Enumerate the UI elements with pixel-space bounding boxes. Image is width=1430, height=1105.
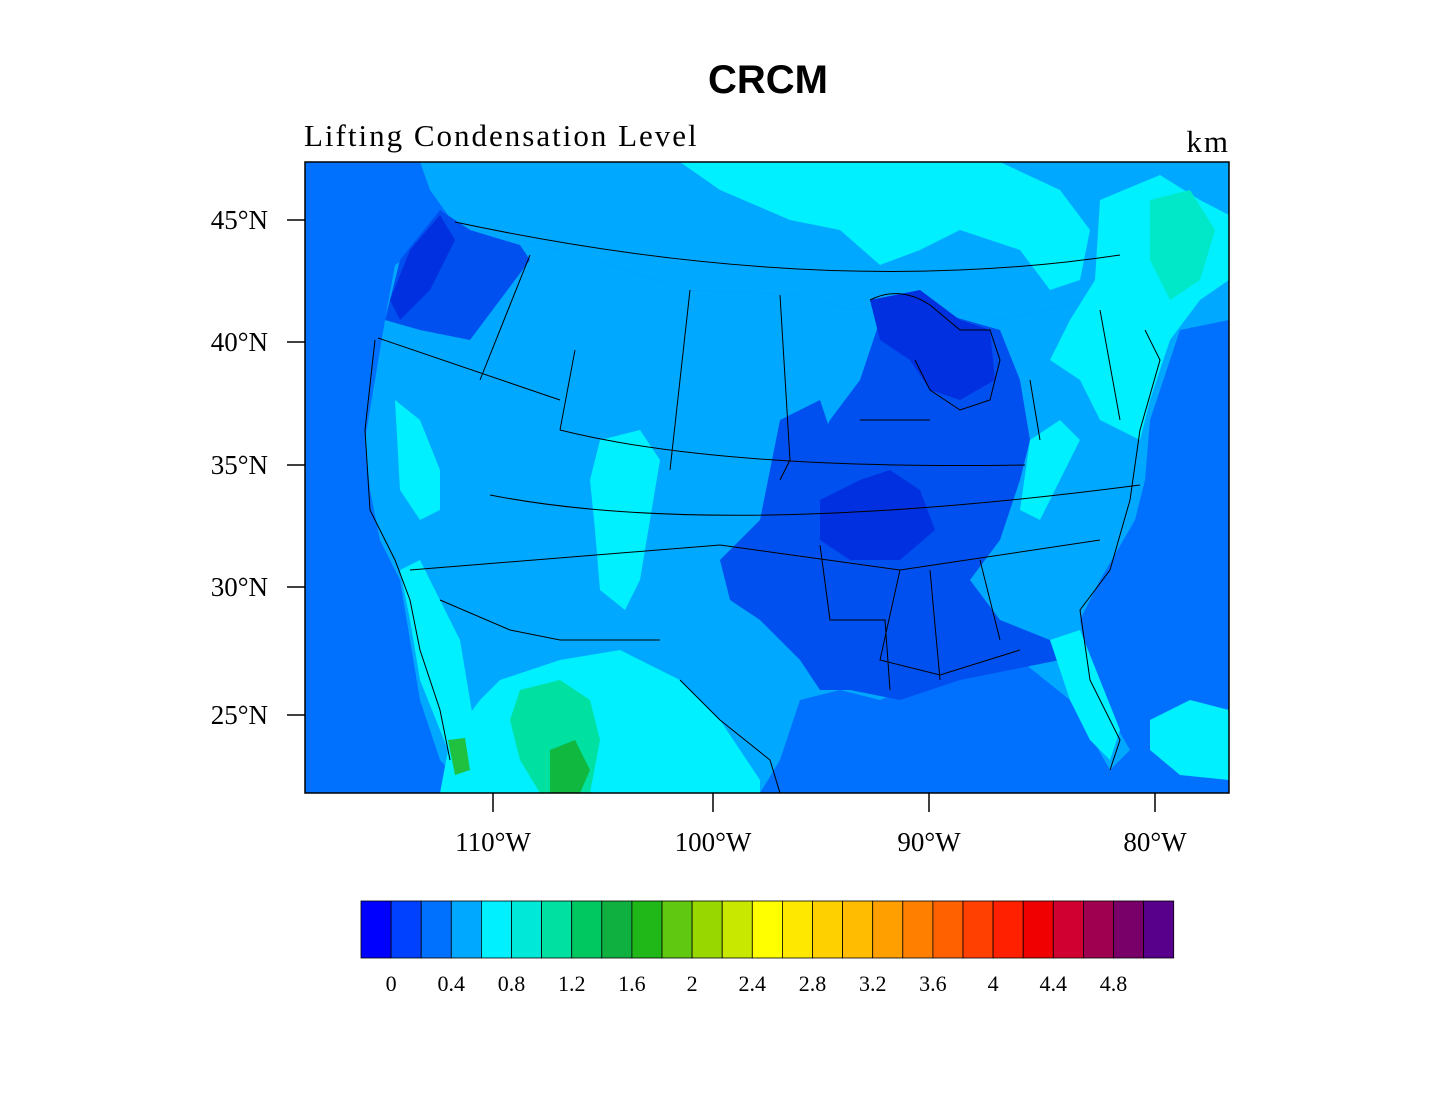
colorbar-box bbox=[812, 900, 844, 959]
colorbar-box bbox=[782, 900, 813, 959]
boundary-lines bbox=[364, 221, 1161, 793]
colorbar-box bbox=[842, 900, 874, 959]
high-region-rockies bbox=[590, 430, 660, 610]
colorbar bbox=[360, 900, 1175, 959]
colorbar-label: 4.4 bbox=[1040, 971, 1068, 996]
units-label: km bbox=[1186, 124, 1230, 159]
colorbar-label: 4.8 bbox=[1100, 971, 1128, 996]
high-region-caribbean bbox=[1150, 700, 1229, 780]
lon-label-110: 110°W bbox=[455, 827, 531, 857]
peak-region-mexico bbox=[550, 740, 590, 793]
colorbar-box bbox=[992, 900, 1024, 959]
high-region-california bbox=[395, 400, 440, 520]
colorbar-box bbox=[902, 900, 934, 959]
lat-label-45: 45°N bbox=[211, 205, 268, 235]
colorbar-box bbox=[691, 900, 723, 959]
colorbar-box bbox=[1022, 900, 1054, 959]
colorbar-box bbox=[751, 900, 783, 959]
colorbar-label: 0.4 bbox=[438, 971, 466, 996]
colorbar-box bbox=[661, 900, 693, 959]
lat-label-30: 30°N bbox=[211, 572, 268, 602]
colorbar-label: 4 bbox=[988, 971, 999, 996]
colorbar-label: 0.8 bbox=[498, 971, 526, 996]
colorbar-label: 2.4 bbox=[739, 971, 767, 996]
higher-region-new-england bbox=[1150, 190, 1215, 300]
colorbar-box bbox=[721, 900, 753, 959]
colorbar-label: 2.8 bbox=[799, 971, 827, 996]
colorbar-box bbox=[932, 900, 964, 959]
colorbar-box bbox=[1113, 900, 1145, 959]
colorbar-box bbox=[1052, 900, 1084, 959]
colorbar-label: 1.6 bbox=[618, 971, 646, 996]
high-region-appalachian bbox=[1020, 420, 1080, 520]
colorbar-box bbox=[390, 900, 422, 959]
colorbar-labels: 0 0.4 0.8 1.2 1.6 2 2.4 2.8 3.2 3.6 4 4.4 4.8 bbox=[386, 971, 1128, 996]
lat-label-40: 40°N bbox=[211, 327, 268, 357]
colorbar-label: 1.2 bbox=[558, 971, 586, 996]
colorbar-box bbox=[962, 900, 994, 959]
lon-label-90: 90°W bbox=[897, 827, 961, 857]
lon-label-80: 80°W bbox=[1123, 827, 1187, 857]
colorbar-box bbox=[631, 900, 663, 959]
lon-label-100: 100°W bbox=[675, 827, 752, 857]
colorbar-box bbox=[420, 900, 452, 959]
lat-label-25: 25°N bbox=[211, 700, 268, 730]
colorbar-label: 2 bbox=[687, 971, 698, 996]
lowest-region-ozarks bbox=[820, 470, 935, 560]
map-frame bbox=[304, 161, 1230, 794]
lowest-region-oregon-coast bbox=[390, 215, 455, 320]
colorbar-box bbox=[360, 900, 392, 959]
colorbar-box bbox=[571, 900, 603, 959]
colorbar-box bbox=[1143, 900, 1175, 959]
longitude-ticks bbox=[492, 793, 1156, 812]
colorbar-box bbox=[1083, 900, 1114, 959]
colorbar-box bbox=[541, 900, 573, 959]
peak-region-baja bbox=[448, 738, 470, 775]
colorbar-box bbox=[872, 900, 904, 959]
colorbar-box bbox=[450, 900, 482, 959]
high-region-baja bbox=[400, 560, 480, 780]
colorbar-box bbox=[511, 900, 543, 959]
high-region-northern-plains bbox=[680, 162, 1090, 290]
latitude-ticks bbox=[287, 219, 305, 716]
colorbar-label: 3.6 bbox=[919, 971, 947, 996]
high-region-florida bbox=[1050, 630, 1120, 760]
lat-label-35: 35°N bbox=[211, 450, 268, 480]
colorbar-label: 0 bbox=[386, 971, 397, 996]
map-plot-area bbox=[305, 162, 1229, 793]
colorbar-box bbox=[480, 900, 512, 959]
map-title: CRCM bbox=[708, 58, 828, 102]
colorbar-box bbox=[601, 900, 633, 959]
lowest-region-great-lakes bbox=[870, 290, 995, 400]
colorbar-label: 3.2 bbox=[859, 971, 887, 996]
variable-name: Lifting Condensation Level bbox=[304, 118, 699, 153]
